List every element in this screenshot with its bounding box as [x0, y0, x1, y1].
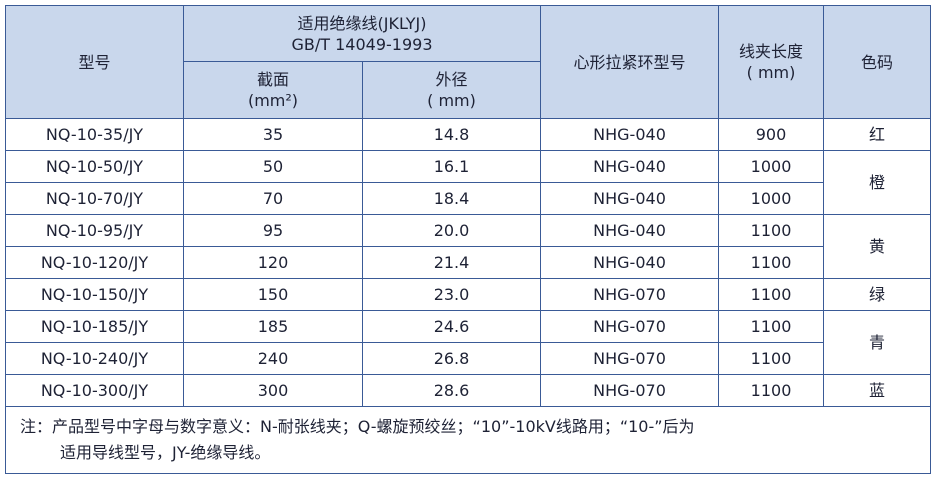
cell: NQ-10-240/JY — [5, 342, 184, 375]
cell: 1000 — [718, 182, 825, 215]
color-cell: 红 — [823, 118, 932, 151]
header-line: ( mm) — [746, 63, 796, 82]
cell: NQ-10-95/JY — [5, 214, 184, 247]
cell: NHG-040 — [540, 118, 720, 151]
cell: NHG-070 — [540, 342, 720, 375]
cell: NQ-10-185/JY — [5, 310, 184, 343]
header-line: (mm²) — [247, 91, 299, 110]
cell: 1100 — [718, 246, 825, 279]
cell: NQ-10-300/JY — [5, 374, 184, 407]
cell: 150 — [183, 278, 363, 311]
cell: 23.0 — [361, 278, 542, 311]
table-row: NQ-10-300/JY 300 28.6 NHG-070 1100 蓝 — [5, 374, 932, 407]
header-line: 截面 — [256, 70, 289, 89]
color-cell: 青 — [823, 310, 932, 375]
cell: 14.8 — [361, 118, 542, 151]
cell: 26.8 — [361, 342, 542, 375]
cell: NQ-10-35/JY — [5, 118, 184, 151]
color-cell: 橙 — [823, 150, 932, 215]
cell: 300 — [183, 374, 363, 407]
cell: NHG-070 — [540, 310, 720, 343]
cell: 18.4 — [361, 182, 542, 215]
cell: NHG-040 — [540, 214, 720, 247]
cell: 1100 — [718, 374, 825, 407]
header-cell: 截面 (mm²) — [183, 61, 363, 119]
header-cell: 心形拉紧环型号 — [540, 5, 720, 119]
header-line: 外径 — [435, 70, 468, 89]
note: 注：产品型号中字母与数字意义：N-耐张线夹；Q-螺旋预绞丝；“10”-10kV线… — [4, 406, 932, 474]
cell: 240 — [183, 342, 363, 375]
header-cell: 适用绝缘线(JKLYJ) GB/T 14049-1993 — [182, 5, 542, 62]
cell: 1100 — [718, 310, 825, 343]
cell: 28.6 — [361, 374, 542, 407]
table-body: NQ-10-35/JY 35 14.8 NHG-040 900 红 NQ-10-50/JY 5… — [5, 118, 932, 407]
cell: 120 — [183, 246, 363, 279]
cell: NQ-10-120/JY — [5, 246, 184, 279]
cell: NHG-070 — [540, 278, 720, 311]
table-row: NQ-10-240/JY 240 26.8 NHG-070 1100 — [5, 342, 931, 375]
cell: NHG-040 — [540, 150, 720, 183]
color-cell: 绿 — [823, 278, 932, 311]
header-cell: 型号 — [5, 5, 184, 119]
note-line: 适用导线型号，JY-绝缘导线。 — [60, 443, 271, 462]
cell: 20.0 — [361, 214, 542, 247]
table-row: NQ-10-70/JY 70 18.4 NHG-040 1000 — [5, 182, 931, 215]
table-row: NQ-10-35/JY 35 14.8 NHG-040 900 红 — [5, 118, 932, 151]
table-row: NQ-10-95/JY 95 20.0 NHG-040 1100 黄 — [5, 214, 932, 279]
note-line: 注：产品型号中字母与数字意义：N-耐张线夹；Q-螺旋预绞丝；“10”-10kV线… — [20, 417, 695, 436]
header-line: ( mm) — [427, 91, 476, 110]
header-cell: 色码 — [823, 5, 932, 119]
header-cell: 线夹长度 ( mm) — [718, 5, 825, 119]
cell: 70 — [183, 182, 363, 215]
cell: 21.4 — [361, 246, 542, 279]
table-row: NQ-10-185/JY 185 24.6 NHG-070 1100 青 — [5, 310, 932, 375]
color-cell: 蓝 — [823, 374, 932, 407]
cell: NHG-070 — [540, 374, 720, 407]
header-line: GB/T 14049-1993 — [291, 34, 433, 54]
cell: 35 — [183, 118, 363, 151]
cell: 95 — [183, 214, 363, 247]
cell: 1100 — [718, 214, 825, 247]
cell: NHG-040 — [540, 246, 720, 279]
table-row: NQ-10-50/JY 50 16.1 NHG-040 1000 橙 — [5, 150, 932, 215]
cell: 24.6 — [361, 310, 542, 343]
cell: 185 — [183, 310, 363, 343]
cell: NQ-10-50/JY — [5, 150, 184, 183]
cell: 50 — [183, 150, 363, 183]
table-row: NQ-10-150/JY 150 23.0 NHG-070 1100 绿 — [5, 278, 932, 311]
cell: NHG-040 — [540, 182, 720, 215]
color-cell: 黄 — [823, 214, 932, 279]
cell: 1100 — [718, 278, 825, 311]
spec-table: 型号 适用绝缘线(JKLYJ) GB/T 14049-1993 心形拉紧环型号 线… — [4, 5, 932, 474]
header-line: 适用绝缘线(JKLYJ) — [297, 13, 427, 33]
cell: 16.1 — [361, 150, 542, 183]
header-cell: 外径 ( mm) — [361, 61, 542, 119]
cell: 900 — [718, 118, 825, 151]
table-row: NQ-10-120/JY 120 21.4 NHG-040 1100 — [5, 246, 931, 279]
cell: 1000 — [718, 150, 825, 183]
header-line: 线夹长度 — [739, 42, 804, 61]
cell: 1100 — [718, 342, 825, 375]
cell: NQ-10-70/JY — [5, 182, 184, 215]
cell: NQ-10-150/JY — [5, 278, 184, 311]
